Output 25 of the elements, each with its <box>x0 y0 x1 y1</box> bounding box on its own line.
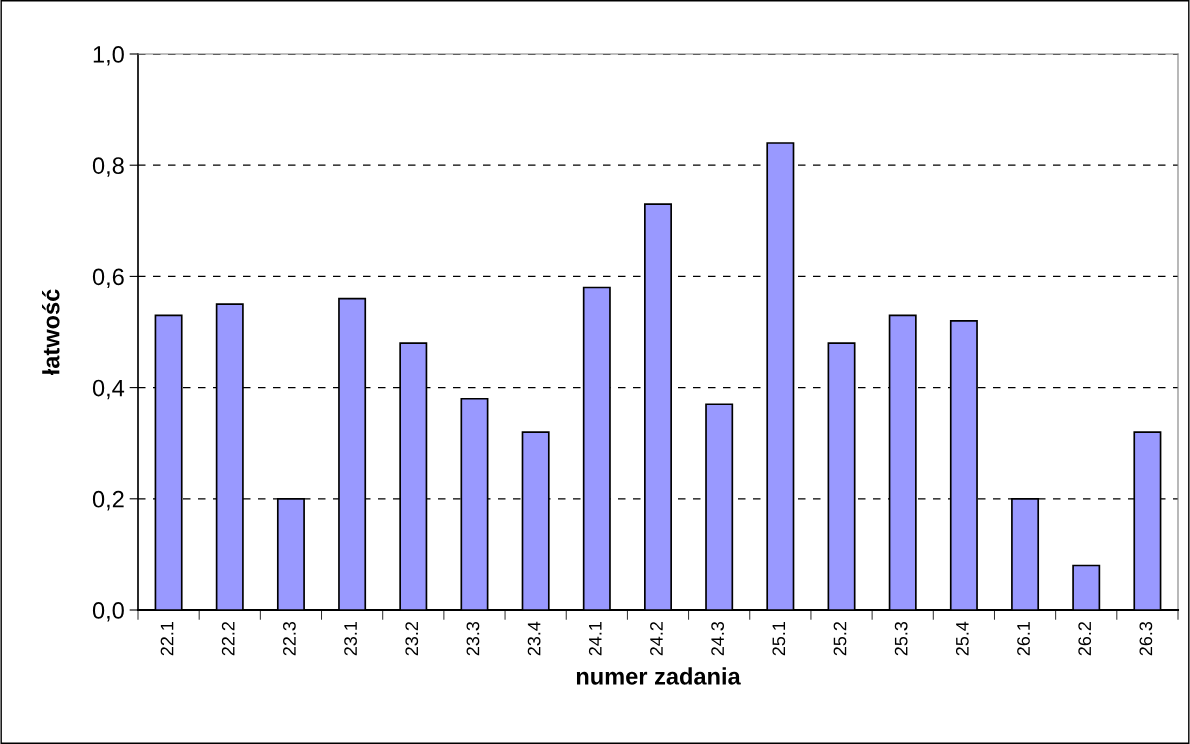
y-axis-title: łatwość <box>41 289 60 376</box>
x-tick-label: 23.4 <box>527 621 541 656</box>
x-tick-label: 25.4 <box>955 621 969 656</box>
x-tick-label: 24.3 <box>711 621 725 656</box>
y-tick-label: 0,2 <box>92 490 124 511</box>
x-tick-label: 23.2 <box>405 622 419 656</box>
x-axis-title: numer zadania <box>576 667 741 685</box>
y-tick-label: 0,8 <box>92 157 124 177</box>
y-tick-label: 1,0 <box>93 46 124 66</box>
x-tick-label: 26.2 <box>1078 622 1092 656</box>
y-tick-label: 0,4 <box>92 379 125 400</box>
x-tick-label: 23.1 <box>344 621 357 656</box>
x-tick-label: 25.3 <box>894 621 908 656</box>
x-tick-label: 26.1 <box>1017 621 1030 656</box>
x-tick-label: 22.3 <box>283 621 296 656</box>
x-tick-label: 22.2 <box>221 622 235 656</box>
x-tick-label: 25.2 <box>833 622 847 656</box>
x-tick-label: 25.1 <box>772 621 786 656</box>
x-tick-label: 23.3 <box>466 621 480 656</box>
x-tick-label: 24.2 <box>650 622 663 656</box>
y-tick-label: 0,0 <box>92 602 124 622</box>
x-tick-label: 22.1 <box>160 621 174 656</box>
x-tick-label: 26.3 <box>1139 621 1153 656</box>
x-tick-label: 24.1 <box>588 621 602 656</box>
y-tick-label: 0,6 <box>92 268 124 288</box>
